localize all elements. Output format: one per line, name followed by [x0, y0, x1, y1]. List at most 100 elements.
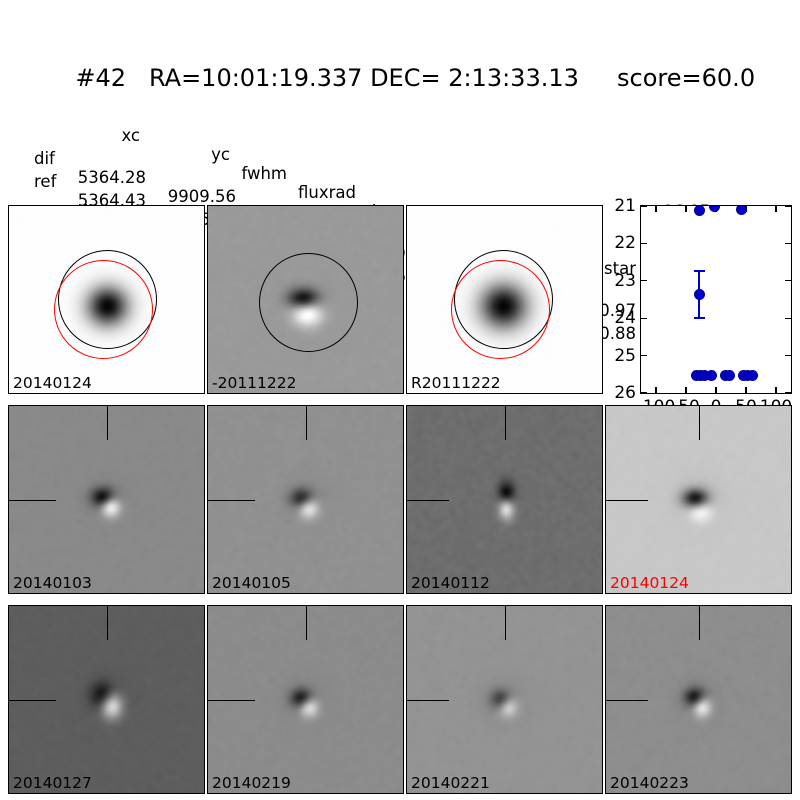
- y-axis-tick: [641, 317, 647, 319]
- stamp-image: [9, 606, 204, 793]
- stamp-label: 20140124: [610, 574, 689, 592]
- x-axis-tick: [775, 387, 777, 393]
- aperture-circle-red: [54, 260, 153, 359]
- y-axis-tick-right: [785, 355, 791, 357]
- stamp-epoch-20140221[interactable]: 20140221: [406, 605, 603, 794]
- y-axis-tick-label: 26: [614, 383, 636, 403]
- stamp-image: [407, 406, 602, 593]
- crosshair-horizontal-tick: [9, 700, 56, 702]
- col-header-yc: yc: [211, 145, 230, 164]
- score-label: score=60.0: [617, 64, 756, 92]
- ra-label: RA=10:01:19.337: [148, 64, 363, 92]
- error-bar-cap: [693, 270, 705, 272]
- candidate-id: #42: [75, 64, 127, 92]
- y-axis-tick-right: [785, 392, 791, 393]
- stamp-epoch-20140112[interactable]: 20140112: [406, 405, 603, 594]
- light-curve-point[interactable]: [693, 289, 705, 301]
- crosshair-vertical-tick: [699, 406, 701, 440]
- aperture-circle-black: [259, 253, 358, 352]
- x-axis-tick: [745, 387, 747, 393]
- y-axis-tick-label: 24: [614, 308, 636, 329]
- stamp-new-science[interactable]: 20140124: [8, 205, 205, 394]
- col-header-fwhm: fwhm: [241, 164, 287, 183]
- stamp-image: [407, 606, 602, 793]
- y-axis-tick: [641, 280, 647, 282]
- crosshair-horizontal-tick: [9, 500, 56, 502]
- stamp-reference[interactable]: R20111222: [406, 205, 603, 394]
- stamp-label: 20140124: [13, 374, 92, 392]
- col-header-xc: xc: [121, 126, 140, 145]
- crosshair-horizontal-tick: [606, 500, 648, 502]
- stamp-label: 20140105: [212, 574, 291, 592]
- stamp-grid: 20140124 -20111222 R20111222 21 22 23 24 25 2…: [8, 196, 792, 794]
- stamp-label: 20140103: [13, 574, 92, 592]
- y-axis-tick: [641, 392, 647, 393]
- stamp-label: 20140221: [411, 774, 490, 792]
- y-axis-tick: [641, 355, 647, 357]
- light-curve-point[interactable]: [693, 206, 705, 216]
- y-axis-tick: [641, 242, 647, 244]
- crosshair-horizontal-tick: [208, 700, 255, 702]
- row-dif-yc: 9909.56: [167, 187, 236, 206]
- y-axis-tick-label: 25: [614, 345, 636, 366]
- stamp-label: 20140219: [212, 774, 291, 792]
- crosshair-horizontal-tick: [606, 700, 648, 702]
- stamp-image: [606, 606, 791, 793]
- stamp-image: [208, 406, 403, 593]
- stamp-epoch-20140219[interactable]: 20140219: [207, 605, 404, 794]
- stamp-epoch-20140105[interactable]: 20140105: [207, 405, 404, 594]
- light-curve-plot-area: [641, 206, 791, 393]
- x-axis-tick-top: [775, 206, 777, 212]
- stamp-label: -20111222: [212, 374, 297, 392]
- aperture-circle-red: [451, 260, 550, 359]
- col-header-fluxrad: fluxrad: [298, 183, 356, 202]
- x-axis-tick-top: [655, 206, 657, 212]
- stamp-epoch-20140127[interactable]: 20140127: [8, 605, 205, 794]
- light-curve-point[interactable]: [723, 369, 735, 381]
- crosshair-vertical-tick: [107, 606, 109, 640]
- stamp-difference-template[interactable]: -20111222: [207, 205, 404, 394]
- crosshair-vertical-tick: [107, 406, 109, 440]
- crosshair-vertical-tick: [699, 606, 701, 640]
- stamp-epoch-20140124-highlighted[interactable]: 20140124: [605, 405, 792, 594]
- stamp-image: [208, 606, 403, 793]
- x-axis-tick-top: [685, 206, 687, 212]
- stamp-epoch-20140223[interactable]: 20140223: [605, 605, 792, 794]
- row-dif-cl-star: 0.97: [599, 301, 636, 320]
- y-axis-tick-right: [785, 206, 791, 207]
- stamp-label: 20140223: [610, 774, 689, 792]
- stamp-image: [606, 406, 791, 593]
- stamp-label: 20140127: [13, 774, 92, 792]
- x-axis-tick: [655, 387, 657, 393]
- crosshair-vertical-tick: [306, 606, 308, 640]
- crosshair-horizontal-tick: [407, 500, 449, 502]
- y-axis-tick-label: 23: [614, 270, 636, 291]
- stamp-label: 20140112: [411, 574, 490, 592]
- x-axis-tick: [715, 387, 717, 393]
- light-curve-point[interactable]: [705, 369, 717, 381]
- y-axis-tick-right: [785, 280, 791, 282]
- row-dif-xc: 5364.28: [77, 168, 146, 187]
- y-axis-tick-right: [785, 242, 791, 244]
- x-axis-tick: [685, 387, 687, 393]
- row-ref-name: ref: [34, 172, 57, 191]
- crosshair-vertical-tick: [505, 406, 507, 440]
- y-axis-tick-label: 22: [614, 233, 636, 254]
- page-title: #42 RA=10:01:19.337 DEC= 2:13:33.13 scor…: [0, 36, 800, 120]
- stamp-epoch-20140103[interactable]: 20140103: [8, 405, 205, 594]
- y-axis-tick-label: 21: [614, 196, 636, 216]
- y-axis-tick: [641, 206, 647, 207]
- row-dif-name: dif: [34, 149, 55, 168]
- crosshair-vertical-tick: [505, 606, 507, 640]
- light-curve-point[interactable]: [709, 206, 721, 213]
- stamp-label: R20111222: [411, 374, 501, 392]
- crosshair-horizontal-tick: [407, 700, 449, 702]
- crosshair-vertical-tick: [306, 406, 308, 440]
- dec-label: DEC= 2:13:33.13: [370, 64, 579, 92]
- light-curve-point[interactable]: [735, 206, 747, 215]
- y-axis-tick-right: [785, 317, 791, 319]
- header-block: #42 RA=10:01:19.337 DEC= 2:13:33.13 scor…: [0, 0, 800, 381]
- crosshair-horizontal-tick: [208, 500, 255, 502]
- light-curve-point[interactable]: [746, 369, 758, 381]
